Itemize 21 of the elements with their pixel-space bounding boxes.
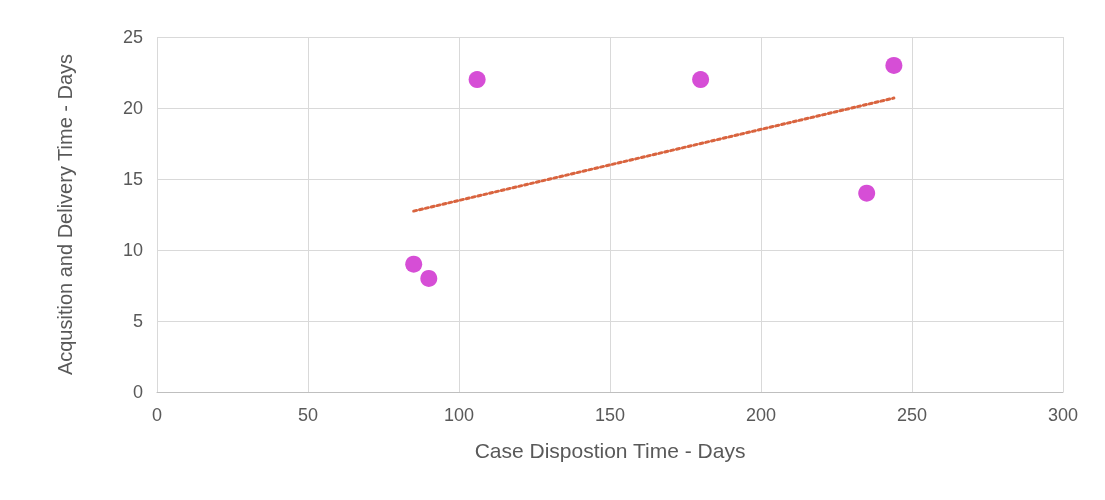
point	[885, 56, 903, 74]
y-tick-label: 15	[122, 169, 143, 189]
y-tick-label: 20	[122, 98, 143, 118]
y-axis-title: Acqusition and Delivery Time - Days	[54, 53, 76, 376]
point	[692, 71, 710, 89]
x-tick-label: 250	[896, 405, 928, 425]
y-tick-label: 10	[122, 240, 143, 260]
x-tick-label: 50	[297, 405, 319, 425]
x-tick-label: 100	[443, 405, 475, 425]
point	[468, 71, 486, 89]
point	[420, 269, 438, 287]
x-axis-title: Case Dispostion Time - Days	[474, 439, 746, 462]
y-tick-label: 25	[122, 27, 143, 47]
point	[405, 255, 423, 273]
y-tick-label: 5	[132, 311, 143, 331]
x-tick-label: 0	[151, 405, 163, 425]
x-tick-label: 200	[745, 405, 777, 425]
x-tick-label: 150	[594, 405, 626, 425]
point	[858, 184, 876, 202]
y-tick-label: 0	[132, 382, 143, 402]
x-tick-label: 300	[1047, 405, 1079, 425]
